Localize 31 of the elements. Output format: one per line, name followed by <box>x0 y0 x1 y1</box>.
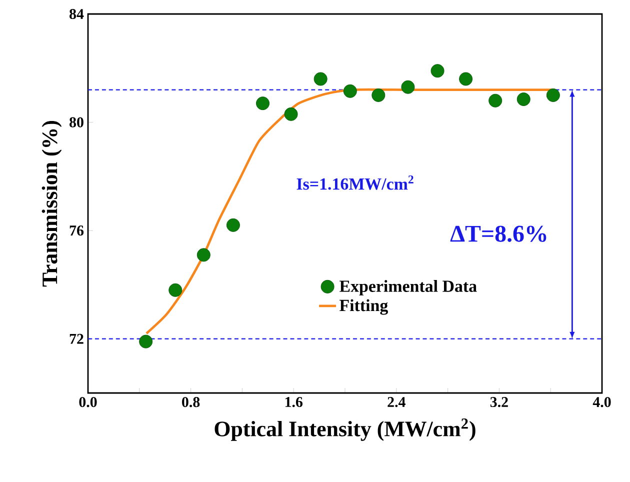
x-tick-label: 0.0 <box>79 397 97 408</box>
x-tick-label: 2.4 <box>388 397 406 408</box>
point <box>314 72 328 86</box>
point <box>343 84 357 98</box>
y-tick-label: 72 <box>70 334 84 344</box>
point <box>546 88 560 102</box>
x-tick-label: 4.0 <box>592 397 611 408</box>
point <box>372 88 386 102</box>
x-tick-label: 0.8 <box>182 397 200 408</box>
point <box>459 72 473 86</box>
point <box>168 283 182 297</box>
x-axis-title: Optical Intensity (MW/cm$^{2}$) <box>214 418 476 441</box>
annotation: ΔT=8.6% <box>450 226 546 242</box>
point <box>226 218 240 232</box>
x-tick-label: 3.2 <box>490 397 508 408</box>
x-tick-label: 1.6 <box>285 397 302 408</box>
point <box>401 80 415 94</box>
y-tick-label: 84 <box>70 8 84 20</box>
legend-label: Fitting <box>340 299 388 315</box>
point <box>139 334 153 348</box>
point <box>284 107 298 121</box>
point <box>488 94 502 108</box>
point <box>256 96 270 110</box>
point <box>430 64 444 78</box>
point <box>196 248 210 262</box>
annotation: Is=1.16MW/cm$^{2}$ <box>296 175 414 190</box>
point <box>516 92 530 106</box>
legend-label: Experimental Data <box>340 280 477 296</box>
y-tick-label: 76 <box>70 226 84 236</box>
y-tick-label: 80 <box>70 117 84 128</box>
y-axis-title: Transmission (%) <box>42 120 62 287</box>
